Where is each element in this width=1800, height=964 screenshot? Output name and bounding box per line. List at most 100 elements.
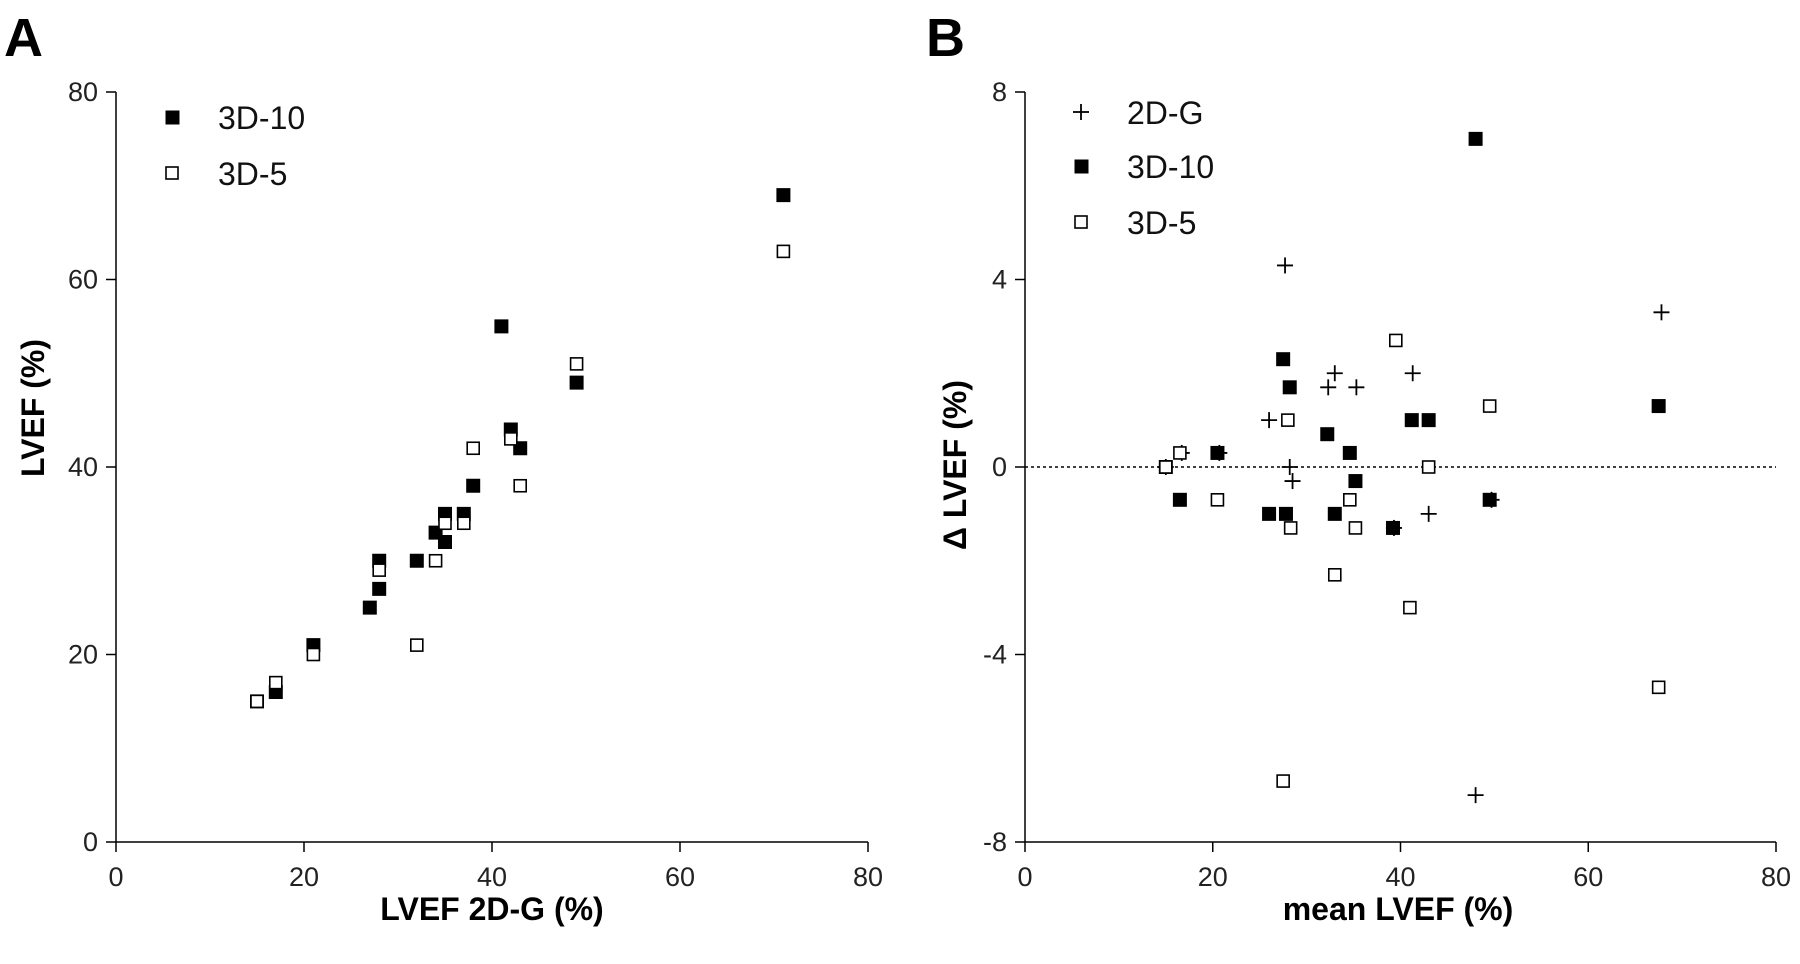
panel-a-point-3d-5 <box>372 563 387 577</box>
panel-b-point-2d-g <box>1653 304 1670 321</box>
panel-a-point-3d-5 <box>456 516 471 531</box>
panel-b-point-3d-10 <box>1468 131 1483 146</box>
panel-a-x-axis-title: LVEF 2D-G (%) <box>380 891 603 927</box>
panel-b-point-2d-g <box>1326 365 1343 382</box>
panel-b-legend-marker-2d-g <box>1073 104 1089 120</box>
panel-a-point-3d-5 <box>428 553 443 568</box>
panel-b-x-tick-label: 20 <box>1198 862 1228 892</box>
panel-a-legend-marker-3d-5 <box>165 166 179 180</box>
panel-a-x-tick-label: 60 <box>665 862 695 892</box>
panel-a-legend: 3D-10 3D-5 <box>165 100 305 192</box>
panel-a-x-tick-label: 40 <box>477 862 507 892</box>
panel-b-point-3d-10 <box>1385 520 1400 535</box>
panel-b-point-3d-10 <box>1348 474 1363 489</box>
panel-b-point-2d-g <box>1404 365 1421 382</box>
panel-b: B 0 20 40 60 80 -8 -4 0 4 8 mean LVEF (%) Δ LVEF … <box>926 8 1791 927</box>
panel-b-legend-marker-3d-5 <box>1074 215 1088 229</box>
panel-a-y-tick-label: 80 <box>68 77 98 107</box>
panel-b-point-3d-10 <box>1327 506 1342 521</box>
panel-a-point-3d-5 <box>513 478 528 493</box>
panel-a-point-3d-5 <box>306 647 321 662</box>
panel-b-point-2d-g <box>1420 505 1437 522</box>
panel-a-point-3d-5 <box>438 516 452 531</box>
panel-a-x-tick-label: 20 <box>289 862 319 892</box>
panel-b-point-3d-5 <box>1327 568 1342 582</box>
panel-a-point-3d-10 <box>409 553 424 568</box>
panel-a-point-3d-10 <box>776 188 791 203</box>
panel-b-point-3d-5 <box>1403 600 1417 615</box>
panel-b-y-tick-label: 8 <box>992 77 1007 107</box>
panel-b-point-3d-10 <box>1262 506 1277 521</box>
panel-b-point-3d-5 <box>1281 413 1295 427</box>
panel-b-y-tick-label: -8 <box>983 827 1007 857</box>
panel-b-point-2d-g <box>1277 257 1294 274</box>
panel-b-point-3d-10 <box>1172 492 1187 507</box>
panel-b-point-3d-5 <box>1389 333 1403 348</box>
panel-b-point-3d-10 <box>1210 445 1225 460</box>
panel-b-x-tick-label: 0 <box>1017 862 1032 892</box>
panel-b-x-axis-title: mean LVEF (%) <box>1283 891 1514 927</box>
panel-b-point-3d-10 <box>1404 413 1419 428</box>
panel-b-point-3d-5 <box>1343 493 1357 507</box>
panel-a-x-tick-label: 0 <box>108 862 123 892</box>
panel-a-point-3d-10 <box>494 319 509 334</box>
panel-b-point-2d-g <box>1348 379 1365 396</box>
panel-b-point-3d-5 <box>1348 521 1363 535</box>
panel-b-point-3d-10 <box>1651 399 1666 414</box>
panel-a-y-axis-title: LVEF (%) <box>15 339 51 477</box>
panel-a-point-3d-10 <box>438 535 452 549</box>
panel-a-point-3d-5 <box>776 244 791 259</box>
panel-b-point-2d-g <box>1261 412 1278 429</box>
panel-b-point-3d-10 <box>1282 380 1297 395</box>
panel-a-y-tick-label: 20 <box>68 640 98 670</box>
panel-b-legend-label-2d-g: 2D-G <box>1127 95 1203 131</box>
panel-a-y-tick-label: 40 <box>68 452 98 482</box>
panel-b-x-tick-label: 60 <box>1573 862 1603 892</box>
panel-a-legend-label-3d-5: 3D-5 <box>218 156 287 192</box>
panel-a-y-tick-label: 0 <box>83 827 98 857</box>
panel-b-point-3d-5 <box>1210 493 1225 507</box>
panel-a-y-tick-label: 60 <box>68 265 98 295</box>
panel-a-point-3d-10 <box>362 600 377 615</box>
panel-b-legend: 2D-G 3D-10 3D-5 <box>1073 95 1214 241</box>
panel-b-point-3d-5 <box>1283 521 1298 535</box>
panel-b-point-3d-10 <box>1278 506 1293 521</box>
panel-b-y-tick-label: -4 <box>983 640 1007 670</box>
panel-b-point-2d-g <box>1284 473 1301 490</box>
panel-b-legend-label-3d-5: 3D-5 <box>1127 205 1196 241</box>
panel-a-point-3d-5 <box>250 694 264 709</box>
panel-b-point-3d-5 <box>1482 399 1497 413</box>
panel-b-x-tick-label: 40 <box>1385 862 1415 892</box>
panel-b-point-3d-10 <box>1342 445 1357 460</box>
panel-a-letter: A <box>4 8 43 68</box>
panel-a-point-3d-10 <box>569 375 584 390</box>
panel-a-point-3d-10 <box>372 581 387 596</box>
panel-b-point-3d-10 <box>1421 413 1436 428</box>
panel-b-point-3d-10 <box>1320 427 1335 442</box>
panel-a-point-3d-10 <box>466 478 481 493</box>
panel-b-point-3d-5 <box>1173 446 1187 460</box>
panel-b-points <box>1157 131 1670 804</box>
panel-a-x-tick-label: 80 <box>853 862 883 892</box>
panel-b-y-tick-label: 0 <box>992 452 1007 482</box>
panel-b-point-3d-5 <box>1276 774 1290 788</box>
panel-a-point-3d-5 <box>503 432 518 446</box>
panel-b-y-tick-label: 4 <box>992 265 1007 295</box>
panel-b-point-3d-5 <box>1159 460 1173 474</box>
panel-a-point-3d-5 <box>466 441 481 456</box>
panel-b-point-3d-5 <box>1421 460 1436 474</box>
panel-b-axes: 0 20 40 60 80 -8 -4 0 4 8 <box>983 77 1791 892</box>
panel-a-axes: 0 20 40 60 80 0 20 40 60 80 <box>68 77 883 892</box>
panel-b-point-3d-10 <box>1276 352 1291 367</box>
panel-b-point-3d-10 <box>1482 492 1497 507</box>
panel-a-points <box>250 188 791 709</box>
panel-a-point-3d-5 <box>268 675 283 690</box>
panel-a-legend-marker-3d-10 <box>165 110 180 125</box>
panel-b-point-2d-g <box>1320 379 1337 396</box>
panel-b-point-3d-5 <box>1651 680 1666 695</box>
panel-a: A 0 20 40 60 80 0 20 40 60 80 LVEF 2D-G (%) LVEF … <box>4 8 883 927</box>
panel-b-legend-label-3d-10: 3D-10 <box>1127 149 1214 185</box>
panel-b-point-2d-g <box>1281 459 1298 475</box>
panel-b-point-2d-g <box>1467 787 1484 804</box>
